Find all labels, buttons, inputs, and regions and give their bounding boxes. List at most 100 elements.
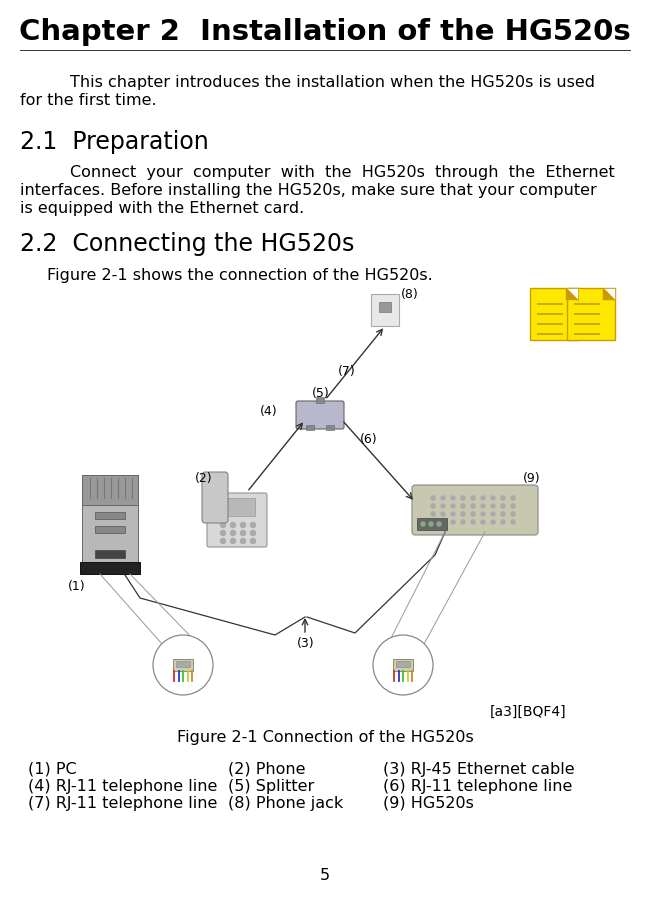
Circle shape	[511, 520, 515, 524]
Text: (4) RJ-11 telephone line: (4) RJ-11 telephone line	[28, 779, 217, 794]
Circle shape	[240, 530, 246, 536]
Bar	[176, 661, 190, 667]
Circle shape	[437, 522, 441, 526]
Circle shape	[481, 504, 485, 508]
Text: [a3][BQF4]: [a3][BQF4]	[490, 705, 567, 719]
Bar	[306, 425, 314, 430]
Circle shape	[451, 504, 455, 508]
Circle shape	[220, 530, 226, 536]
Circle shape	[231, 530, 235, 536]
Bar	[417, 518, 447, 530]
Bar	[379, 302, 391, 312]
Circle shape	[511, 496, 515, 500]
Polygon shape	[603, 288, 615, 300]
Circle shape	[231, 522, 235, 528]
Polygon shape	[603, 288, 615, 300]
Circle shape	[461, 512, 465, 516]
Text: (3): (3)	[297, 637, 315, 650]
Circle shape	[220, 538, 226, 544]
Text: Chapter 2  Installation of the HG520s: Chapter 2 Installation of the HG520s	[19, 18, 631, 46]
Circle shape	[451, 512, 455, 516]
Circle shape	[501, 504, 505, 508]
Circle shape	[461, 504, 465, 508]
Bar	[326, 425, 334, 430]
Circle shape	[491, 512, 495, 516]
Circle shape	[441, 520, 445, 524]
Circle shape	[240, 522, 246, 528]
Circle shape	[471, 504, 475, 508]
Circle shape	[501, 520, 505, 524]
Circle shape	[501, 496, 505, 500]
Text: (6) RJ-11 telephone line: (6) RJ-11 telephone line	[383, 779, 573, 794]
Polygon shape	[566, 288, 578, 300]
Text: 2.2  Connecting the HG520s: 2.2 Connecting the HG520s	[20, 232, 354, 256]
Bar	[316, 397, 324, 403]
Circle shape	[471, 512, 475, 516]
Text: Figure 2-1 Connection of the HG520s: Figure 2-1 Connection of the HG520s	[177, 730, 473, 745]
Text: (5) Splitter: (5) Splitter	[228, 779, 314, 794]
Circle shape	[431, 520, 435, 524]
Text: This chapter introduces the installation when the HG520s is used: This chapter introduces the installation…	[70, 75, 595, 90]
Text: (9): (9)	[523, 472, 541, 485]
Bar	[95, 526, 125, 533]
Circle shape	[153, 635, 213, 695]
Circle shape	[511, 504, 515, 508]
Circle shape	[441, 504, 445, 508]
Text: (1) PC: (1) PC	[28, 762, 77, 777]
Circle shape	[250, 522, 255, 528]
FancyBboxPatch shape	[82, 475, 138, 565]
Text: Connect  your  computer  with  the  HG520s  through  the  Ethernet: Connect your computer with the HG520s th…	[70, 165, 615, 180]
Polygon shape	[566, 288, 578, 300]
Circle shape	[441, 496, 445, 500]
Text: (4): (4)	[260, 405, 278, 418]
Circle shape	[431, 496, 435, 500]
FancyBboxPatch shape	[412, 485, 538, 535]
Text: Figure 2-1 shows the connection of the HG520s.: Figure 2-1 shows the connection of the H…	[47, 268, 433, 283]
Text: (7) RJ-11 telephone line: (7) RJ-11 telephone line	[28, 796, 217, 811]
Circle shape	[429, 522, 433, 526]
Text: (2) Phone: (2) Phone	[228, 762, 306, 777]
Text: for the first time.: for the first time.	[20, 93, 157, 108]
Circle shape	[231, 538, 235, 544]
FancyBboxPatch shape	[82, 475, 138, 505]
FancyBboxPatch shape	[202, 472, 228, 523]
Bar	[393, 659, 413, 671]
Bar	[95, 550, 125, 558]
Text: (5): (5)	[312, 387, 330, 400]
Text: (3) RJ-45 Ethernet cable: (3) RJ-45 Ethernet cable	[383, 762, 575, 777]
Circle shape	[491, 504, 495, 508]
Circle shape	[373, 635, 433, 695]
FancyBboxPatch shape	[207, 493, 267, 547]
Circle shape	[481, 520, 485, 524]
Circle shape	[250, 538, 255, 544]
Circle shape	[441, 512, 445, 516]
Text: interfaces. Before installing the HG520s, make sure that your computer: interfaces. Before installing the HG520s…	[20, 183, 597, 198]
Circle shape	[250, 530, 255, 536]
Circle shape	[471, 496, 475, 500]
Circle shape	[240, 538, 246, 544]
Circle shape	[451, 520, 455, 524]
Circle shape	[421, 522, 425, 526]
Bar	[95, 512, 125, 519]
Text: (8): (8)	[401, 288, 419, 301]
Circle shape	[481, 512, 485, 516]
Circle shape	[501, 512, 505, 516]
Text: (9) HG520s: (9) HG520s	[383, 796, 474, 811]
Circle shape	[220, 522, 226, 528]
Bar	[371, 294, 399, 326]
Circle shape	[461, 520, 465, 524]
Bar	[219, 498, 255, 516]
Text: 5: 5	[320, 868, 330, 883]
Circle shape	[431, 512, 435, 516]
Bar	[80, 562, 140, 574]
Text: (8) Phone jack: (8) Phone jack	[228, 796, 343, 811]
FancyBboxPatch shape	[567, 288, 615, 340]
FancyBboxPatch shape	[530, 288, 578, 340]
Text: is equipped with the Ethernet card.: is equipped with the Ethernet card.	[20, 201, 304, 216]
Circle shape	[481, 496, 485, 500]
Text: (6): (6)	[360, 433, 378, 446]
Text: (2): (2)	[195, 472, 213, 485]
Text: (7): (7)	[338, 365, 356, 378]
Circle shape	[511, 512, 515, 516]
Bar	[173, 659, 193, 671]
